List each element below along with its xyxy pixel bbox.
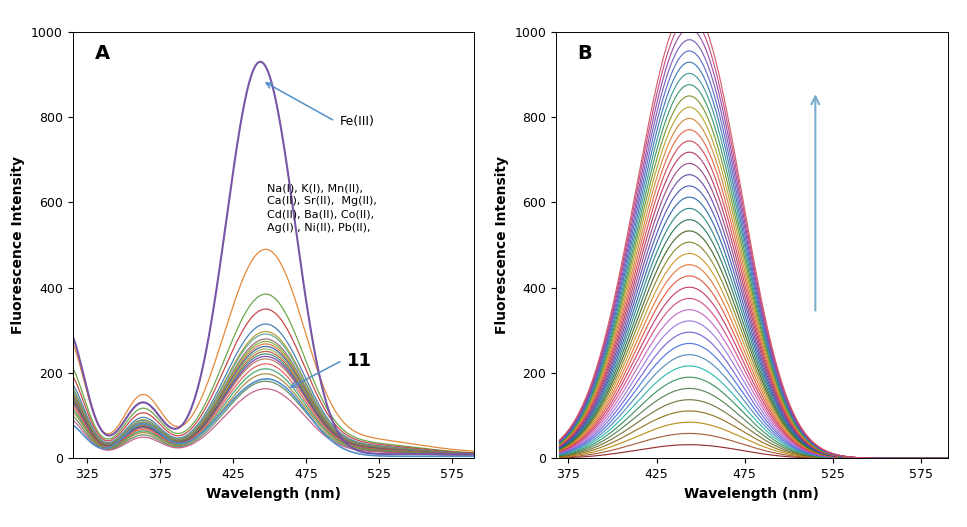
Y-axis label: Fluorescence Intensity: Fluorescence Intensity — [12, 156, 25, 334]
Text: Fe(III): Fe(III) — [339, 115, 374, 128]
Text: B: B — [577, 44, 593, 63]
Text: A: A — [95, 44, 109, 63]
Text: 11: 11 — [347, 352, 372, 370]
X-axis label: Wavelength (nm): Wavelength (nm) — [206, 487, 340, 501]
Text: Na(I), K(I), Mn(II),
Ca(II), Sr(II),  Mg(II),
Cd(II), Ba(II), Co(II),
Ag(I) , Ni: Na(I), K(I), Mn(II), Ca(II), Sr(II), Mg(… — [267, 183, 376, 233]
Y-axis label: Fluorescence Intensity: Fluorescence Intensity — [495, 156, 509, 334]
X-axis label: Wavelength (nm): Wavelength (nm) — [685, 487, 819, 501]
